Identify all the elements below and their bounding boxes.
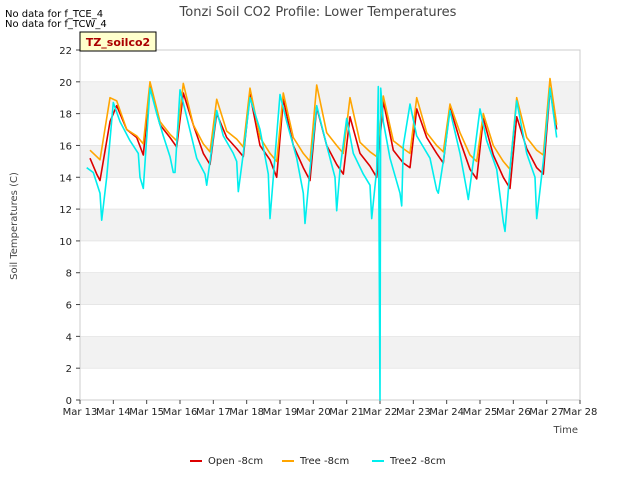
y-tick-label: 18 — [59, 110, 72, 121]
no-data-note-1: No data for f_TCE_4 — [5, 9, 104, 20]
y-axis: 0 2 4 6 8 10 12 14 16 18 20 22 — [59, 46, 80, 407]
x-tick-label: Mar 15 — [129, 407, 164, 418]
x-tick-label: Mar 28 — [563, 407, 598, 418]
legend-item-3: Tree2 -8cm — [372, 456, 446, 467]
y-tick-label: 14 — [59, 173, 72, 184]
x-tick-label: Mar 24 — [429, 407, 464, 418]
x-tick-label: Mar 23 — [396, 407, 431, 418]
y-tick-label: 6 — [66, 301, 72, 312]
grid-band — [80, 240, 580, 273]
chart-title: Tonzi Soil CO2 Profile: Lower Temperatur… — [179, 5, 457, 20]
x-tick-label: Mar 18 — [229, 407, 264, 418]
site-label-box: TZ_soilco2 — [79, 31, 157, 52]
series-line-3 — [86, 85, 558, 401]
grid-band — [80, 272, 580, 305]
grid-band — [80, 368, 580, 400]
legend-label: Tree -8cm — [299, 456, 349, 467]
grid-band — [80, 336, 580, 369]
x-axis-label: Time — [553, 425, 578, 436]
grid-band — [80, 304, 580, 337]
plot-area-frame — [79, 49, 581, 401]
series-lines — [86, 77, 558, 401]
grid-band — [80, 113, 580, 146]
x-tick-label: Mar 21 — [329, 407, 364, 418]
legend-label: Open -8cm — [208, 456, 263, 467]
legend: Open -8cm Tree -8cm Tree2 -8cm — [190, 456, 446, 467]
no-data-note-2: No data for f_TCW_4 — [5, 19, 107, 30]
site-label-text: TZ_soilco2 — [86, 36, 150, 49]
x-tick-label: Mar 16 — [163, 407, 198, 418]
y-tick-label: 20 — [59, 78, 72, 89]
x-tick-label: Mar 25 — [463, 407, 498, 418]
grid-band — [80, 50, 580, 82]
x-tick-label: Mar 26 — [496, 407, 531, 418]
x-tick-label: Mar 27 — [529, 407, 564, 418]
legend-item-2: Tree -8cm — [282, 456, 349, 467]
y-tick-label: 16 — [59, 141, 72, 152]
y-tick-label: 0 — [66, 396, 72, 407]
y-axis-label: Soil Temperatures (C) — [9, 172, 20, 280]
x-tick-label: Mar 14 — [96, 407, 131, 418]
series-line-2 — [89, 77, 558, 171]
y-tick-label: 4 — [66, 332, 72, 343]
x-tick-label: Mar 20 — [296, 407, 331, 418]
y-tick-label: 10 — [59, 237, 72, 248]
x-tick-label: Mar 13 — [63, 407, 98, 418]
x-tick-label: Mar 17 — [196, 407, 231, 418]
grid-band — [80, 177, 580, 210]
legend-item-1: Open -8cm — [190, 456, 263, 467]
legend-label: Tree2 -8cm — [389, 456, 446, 467]
y-tick-label: 22 — [59, 46, 72, 57]
grid-band — [80, 209, 580, 241]
y-tick-label: 8 — [66, 269, 72, 280]
y-tick-label: 12 — [59, 205, 72, 216]
y-tick-label: 2 — [66, 364, 72, 375]
x-tick-label: Mar 22 — [363, 407, 398, 418]
x-tick-label: Mar 19 — [263, 407, 298, 418]
grid-band — [80, 81, 580, 114]
